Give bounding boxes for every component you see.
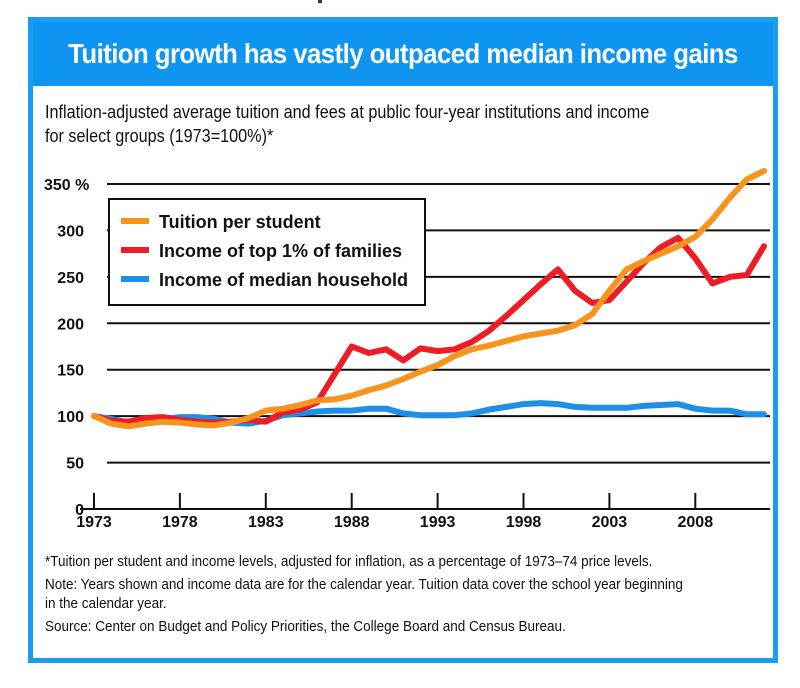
series-lines [91, 168, 767, 430]
y-axis-labels: 0 50 100 150 200 250 300 350 % [44, 177, 89, 519]
chart-subtitle: Inflation-adjusted average tuition and f… [45, 100, 765, 148]
y-tick-label-100: 100 [57, 409, 84, 426]
x-tick-label-1983: 1983 [248, 514, 284, 531]
series-line-tuition-per-student [91, 168, 767, 430]
legend-label-2: Income of median household [159, 270, 408, 290]
legend-label-1: Income of top 1% of families [159, 241, 402, 261]
subtitle-line-1: Inflation-adjusted average tuition and f… [45, 102, 650, 122]
series-line-income-of-median-household [91, 400, 767, 427]
y-tick-label-300: 300 [57, 223, 84, 240]
y-tick-label-50: 50 [66, 456, 84, 473]
legend: Tuition per student Income of top 1% of f… [108, 198, 426, 306]
y-tick-label-250: 250 [57, 270, 84, 287]
chart-title: Tuition growth has vastly outpaced media… [68, 38, 738, 69]
source: Source: Center on Budget and Policy Prio… [45, 618, 566, 635]
x-tick-label-1998: 1998 [506, 514, 542, 531]
x-axis: 1973 1978 1983 1988 1993 1998 2003 2008 [76, 493, 713, 531]
x-tick-label-1988: 1988 [334, 514, 370, 531]
footnote: *Tuition per student and income levels, … [45, 553, 653, 570]
y-tick-label-0: 0 [75, 502, 84, 519]
note: Note: Years shown and income data are fo… [45, 575, 765, 613]
y-tick-label-350: 350 % [44, 177, 89, 194]
x-tick-label-1978: 1978 [162, 514, 198, 531]
x-tick-label-1993: 1993 [420, 514, 456, 531]
legend-label-0: Tuition per student [159, 212, 321, 232]
chart-notes: *Tuition per student and income levels, … [45, 552, 765, 640]
header-banner: Tuition growth has vastly outpaced media… [33, 22, 773, 86]
x-tick-label-2008: 2008 [678, 514, 714, 531]
x-tick-label-2003: 2003 [592, 514, 628, 531]
legend-box [108, 198, 426, 306]
y-tick-label-150: 150 [57, 363, 84, 380]
note-line-1: Note: Years shown and income data are fo… [45, 576, 683, 593]
note-line-2: in the calendar year. [45, 595, 167, 612]
cropped-text-fragment [318, 0, 322, 3]
infographic-frame: Tuition growth has vastly outpaced media… [28, 17, 778, 663]
y-tick-label-200: 200 [57, 316, 84, 333]
subtitle-line-2: for select groups (1973=100%)* [45, 126, 274, 146]
x-tick-label-1973: 1973 [76, 514, 112, 531]
